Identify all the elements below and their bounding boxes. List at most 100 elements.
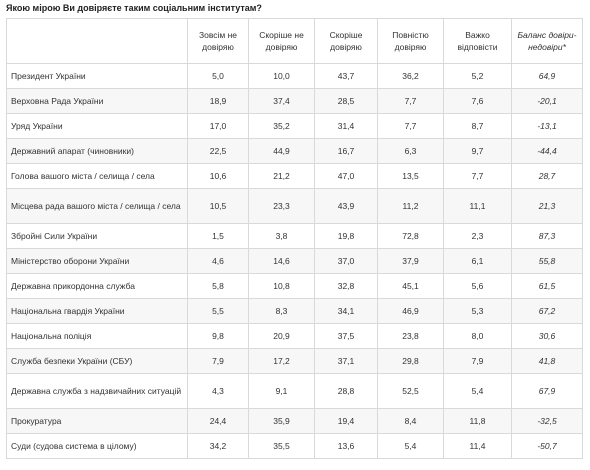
rather-not-trust-cell: 35,9 bbox=[248, 408, 315, 434]
rather-not-trust-cell: 9,1 bbox=[248, 373, 315, 409]
not-trust-at-all-cell: 4,3 bbox=[187, 373, 249, 409]
not-trust-at-all-cell: 5,8 bbox=[187, 273, 249, 299]
table-row: Президент України 5,0 10,0 43,7 36,2 5,2 64,9 bbox=[6, 63, 583, 89]
fully-trust-cell: 5,4 bbox=[377, 433, 444, 459]
institution-name-cell: Уряд України bbox=[6, 113, 188, 139]
column-header-rather-not-trust: Скоріше не довіряю bbox=[248, 18, 315, 64]
table-row: Державна прикордонна служба 5,8 10,8 32,8 45… bbox=[6, 273, 583, 299]
institution-name-cell: Національна поліція bbox=[6, 323, 188, 349]
column-header-fully-trust: Повністю довіряю bbox=[377, 18, 444, 64]
not-trust-at-all-cell: 22,5 bbox=[187, 138, 249, 164]
rather-not-trust-cell: 35,5 bbox=[248, 433, 315, 459]
trust-balance-cell: -32,5 bbox=[511, 408, 583, 434]
rather-trust-cell: 16,7 bbox=[314, 138, 378, 164]
table-row: Державна служба з надзвичайних ситуацій 4… bbox=[6, 373, 583, 409]
table-row: Голова вашого міста / селища / села 10,6 2… bbox=[6, 163, 583, 189]
institution-name-cell: Президент України bbox=[6, 63, 188, 89]
not-trust-at-all-cell: 17,0 bbox=[187, 113, 249, 139]
institution-name-cell: Міністерство оборони України bbox=[6, 248, 188, 274]
header-row: Зовсім не довіряю Скоріше не довіряю Ско… bbox=[6, 18, 583, 64]
trust-balance-cell: -50,7 bbox=[511, 433, 583, 459]
institution-name-cell: Служба безпеки України (СБУ) bbox=[6, 348, 188, 374]
not-trust-at-all-cell: 10,6 bbox=[187, 163, 249, 189]
rather-not-trust-cell: 3,8 bbox=[248, 223, 315, 249]
fully-trust-cell: 37,9 bbox=[377, 248, 444, 274]
trust-balance-cell: -20,1 bbox=[511, 88, 583, 114]
hard-to-say-cell: 2,3 bbox=[443, 223, 512, 249]
rather-trust-cell: 43,9 bbox=[314, 188, 378, 224]
rather-not-trust-cell: 44,9 bbox=[248, 138, 315, 164]
rather-trust-cell: 47,0 bbox=[314, 163, 378, 189]
table-row: Суди (судова система в цілому) 34,2 35,5 13… bbox=[6, 433, 583, 459]
not-trust-at-all-cell: 7,9 bbox=[187, 348, 249, 374]
rather-not-trust-cell: 10,8 bbox=[248, 273, 315, 299]
not-trust-at-all-cell: 24,4 bbox=[187, 408, 249, 434]
rather-trust-cell: 19,8 bbox=[314, 223, 378, 249]
rather-trust-cell: 37,1 bbox=[314, 348, 378, 374]
rather-trust-cell: 19,4 bbox=[314, 408, 378, 434]
fully-trust-cell: 45,1 bbox=[377, 273, 444, 299]
hard-to-say-cell: 8,7 bbox=[443, 113, 512, 139]
hard-to-say-cell: 7,9 bbox=[443, 348, 512, 374]
institution-name-cell: Верховна Рада України bbox=[6, 88, 188, 114]
institution-name-cell: Державна служба з надзвичайних ситуацій bbox=[6, 373, 188, 409]
rather-trust-cell: 28,5 bbox=[314, 88, 378, 114]
not-trust-at-all-cell: 9,8 bbox=[187, 323, 249, 349]
rather-trust-cell: 13,6 bbox=[314, 433, 378, 459]
trust-balance-cell: 67,9 bbox=[511, 373, 583, 409]
fully-trust-cell: 7,7 bbox=[377, 88, 444, 114]
hard-to-say-cell: 6,1 bbox=[443, 248, 512, 274]
rather-trust-cell: 31,4 bbox=[314, 113, 378, 139]
table-row: Міністерство оборони України 4,6 14,6 37,0 3… bbox=[6, 248, 583, 274]
fully-trust-cell: 72,8 bbox=[377, 223, 444, 249]
fully-trust-cell: 6,3 bbox=[377, 138, 444, 164]
fully-trust-cell: 46,9 bbox=[377, 298, 444, 324]
not-trust-at-all-cell: 18,9 bbox=[187, 88, 249, 114]
trust-balance-cell: 28,7 bbox=[511, 163, 583, 189]
rather-trust-cell: 37,0 bbox=[314, 248, 378, 274]
fully-trust-cell: 8,4 bbox=[377, 408, 444, 434]
rather-trust-cell: 34,1 bbox=[314, 298, 378, 324]
trust-table: Зовсім не довіряю Скоріше не довіряю Ско… bbox=[6, 18, 583, 459]
hard-to-say-cell: 7,7 bbox=[443, 163, 512, 189]
hard-to-say-cell: 5,3 bbox=[443, 298, 512, 324]
table-row: Верховна Рада України 18,9 37,4 28,5 7,7 7,6-… bbox=[6, 88, 583, 114]
trust-balance-cell: 55,8 bbox=[511, 248, 583, 274]
rather-trust-cell: 43,7 bbox=[314, 63, 378, 89]
fully-trust-cell: 23,8 bbox=[377, 323, 444, 349]
fully-trust-cell: 13,5 bbox=[377, 163, 444, 189]
table-row: Національна гвардія України 5,5 8,3 34,1 46,… bbox=[6, 298, 583, 324]
hard-to-say-cell: 8,0 bbox=[443, 323, 512, 349]
institution-name-cell: Державна прикордонна служба bbox=[6, 273, 188, 299]
rather-not-trust-cell: 23,3 bbox=[248, 188, 315, 224]
rather-not-trust-cell: 8,3 bbox=[248, 298, 315, 324]
fully-trust-cell: 52,5 bbox=[377, 373, 444, 409]
hard-to-say-cell: 11,4 bbox=[443, 433, 512, 459]
rather-trust-cell: 28,8 bbox=[314, 373, 378, 409]
hard-to-say-cell: 11,1 bbox=[443, 188, 512, 224]
table-row: Уряд України 17,0 35,2 31,4 7,7 8,7 -13,1 bbox=[6, 113, 583, 139]
table-row: Прокуратура 24,4 35,9 19,4 8,4 11,8 -32,5 bbox=[6, 408, 583, 434]
rather-not-trust-cell: 17,2 bbox=[248, 348, 315, 374]
column-header-not-trust-at-all: Зовсім не довіряю bbox=[187, 18, 249, 64]
institution-name-cell: Державний апарат (чиновники) bbox=[6, 138, 188, 164]
trust-balance-cell: 64,9 bbox=[511, 63, 583, 89]
rather-not-trust-cell: 20,9 bbox=[248, 323, 315, 349]
table-row: Національна поліція 9,8 20,9 37,5 23,8 8,0 30,… bbox=[6, 323, 583, 349]
hard-to-say-cell: 5,4 bbox=[443, 373, 512, 409]
table-row: Збройні Сили України 1,5 3,8 19,8 72,8 2,3 87,… bbox=[6, 223, 583, 249]
institution-name-cell: Голова вашого міста / селища / села bbox=[6, 163, 188, 189]
fully-trust-cell: 29,8 bbox=[377, 348, 444, 374]
not-trust-at-all-cell: 4,6 bbox=[187, 248, 249, 274]
institution-name-cell: Прокуратура bbox=[6, 408, 188, 434]
institution-name-cell: Збройні Сили України bbox=[6, 223, 188, 249]
institution-name-cell: Місцева рада вашого міста / селища / сел… bbox=[6, 188, 188, 224]
not-trust-at-all-cell: 34,2 bbox=[187, 433, 249, 459]
trust-balance-cell: 87,3 bbox=[511, 223, 583, 249]
not-trust-at-all-cell: 5,0 bbox=[187, 63, 249, 89]
table-row: Служба безпеки України (СБУ) 7,9 17,2 37,1 2… bbox=[6, 348, 583, 374]
trust-balance-cell: 41,8 bbox=[511, 348, 583, 374]
trust-balance-cell: -44,4 bbox=[511, 138, 583, 164]
trust-balance-cell: 30,6 bbox=[511, 323, 583, 349]
trust-balance-cell: -13,1 bbox=[511, 113, 583, 139]
